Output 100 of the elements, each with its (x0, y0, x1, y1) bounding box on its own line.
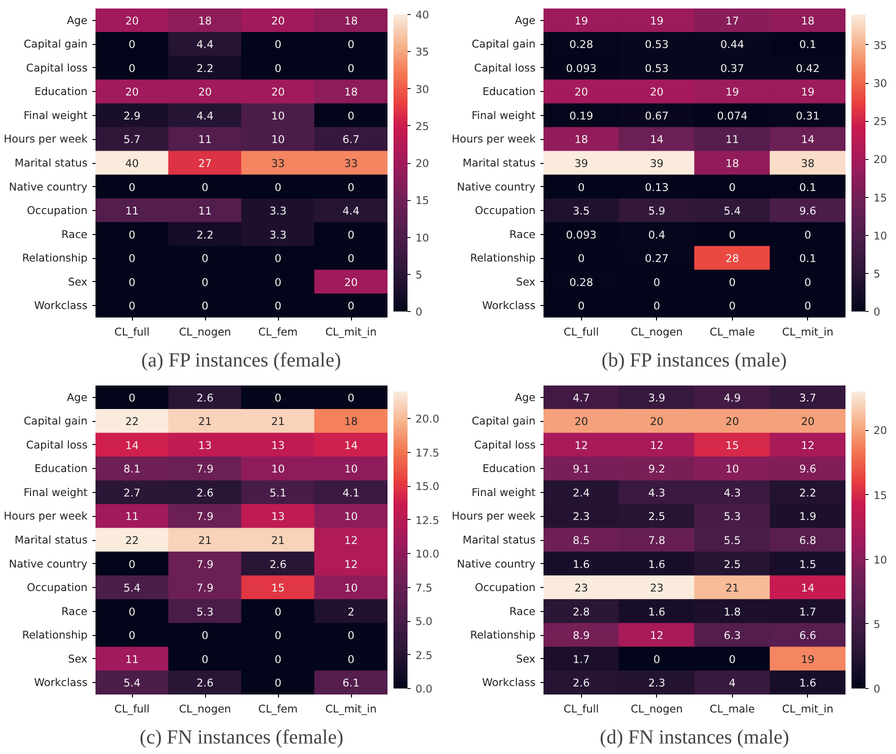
data-label: 0 (728, 228, 736, 242)
data-label: 19 (725, 86, 740, 99)
y-tick-label: Workclass (482, 299, 536, 312)
data-label: 4.1 (342, 486, 360, 500)
y-tick-label: Education (482, 462, 536, 476)
data-label: 0.53 (644, 62, 669, 75)
data-label: 10 (344, 510, 358, 524)
data-label: 4.7 (572, 391, 590, 404)
data-label: 5.7 (124, 133, 140, 146)
data-label: 0 (728, 180, 736, 194)
data-label: 0 (348, 300, 355, 313)
data-label: 3.7 (799, 391, 816, 404)
data-label: 1.9 (799, 510, 816, 524)
data-label: 14 (650, 133, 664, 146)
data-label: 0 (653, 276, 660, 289)
data-label: 0 (804, 228, 812, 242)
data-label: 33 (344, 157, 358, 170)
y-tick-label: Capital gain (472, 38, 536, 51)
data-label: 4 (728, 676, 736, 690)
y-tick-label: Hours per week (452, 132, 536, 146)
data-label: 14 (125, 438, 139, 452)
data-label: 1.6 (648, 558, 666, 571)
data-label: 12 (574, 438, 588, 452)
x-tick-label: CL_male (710, 702, 755, 716)
data-label: 0.37 (720, 62, 744, 75)
y-tick-label: Age (66, 390, 88, 404)
y-tick-label: Final weight (472, 108, 536, 122)
color-bar-label: 10 (874, 229, 888, 242)
data-label: 0 (274, 629, 282, 642)
color-bar-label: 12.5 (416, 514, 440, 527)
data-label: 11 (198, 133, 212, 146)
x-tick-label: CL_nogen (630, 702, 683, 716)
color-bar-label: 10 (416, 231, 430, 244)
data-label: 10 (271, 109, 285, 122)
y-tick-label: Marital status (462, 534, 536, 546)
color-bar-label: 25 (416, 120, 430, 133)
color-bar-label: 20 (416, 157, 430, 170)
data-label: 0 (274, 605, 282, 618)
color-bar-label: 15.0 (416, 480, 440, 493)
data-label: 12 (650, 629, 664, 642)
data-label: 0 (274, 180, 282, 194)
data-label: 2.5 (648, 510, 666, 524)
data-label: 11 (125, 652, 139, 666)
color-bar-label: 5 (416, 268, 422, 282)
y-tick-label: Occupation (474, 204, 536, 218)
x-tick-label: CL_full (564, 702, 599, 716)
data-label: 4.3 (648, 486, 666, 500)
x-tick-label: CL_fem (258, 702, 298, 716)
data-label: 11 (198, 204, 212, 218)
data-label: 0 (804, 276, 812, 289)
data-label: 0.28 (569, 38, 594, 52)
data-label: 6.3 (724, 629, 741, 642)
data-label: 13 (271, 438, 285, 452)
data-label: 0.42 (796, 62, 820, 75)
y-tick-label: Workclass (34, 299, 88, 312)
data-label: 18 (344, 86, 358, 99)
y-tick-label: Capital gain (472, 414, 536, 428)
data-label: 21 (198, 534, 212, 547)
data-label: 9.2 (648, 462, 666, 476)
data-label: 19 (800, 86, 815, 99)
data-label: 0.093 (566, 228, 597, 242)
data-label: 0 (348, 38, 355, 52)
color-bar-label: 20.0 (416, 412, 440, 426)
text: (c) FN instances (female) (140, 726, 344, 748)
data-label: 0 (728, 300, 736, 313)
x-tick-label: CL_full (564, 326, 599, 338)
data-label: 11 (725, 133, 740, 146)
data-label: 0 (274, 276, 282, 289)
data-label: 0 (128, 180, 136, 194)
data-label: 0.53 (644, 38, 669, 52)
data-label: 0.4 (648, 228, 666, 242)
data-label: 7.9 (196, 462, 214, 476)
data-label: 0.28 (569, 276, 594, 289)
data-label: 0 (128, 62, 136, 75)
data-label: 0.67 (644, 109, 669, 122)
data-label: 19 (574, 14, 588, 28)
data-label: 20 (725, 415, 740, 428)
data-label: 20 (574, 86, 588, 99)
data-label: 23 (650, 582, 664, 595)
y-tick-label: Education (34, 462, 88, 476)
y-tick-label: Native country (8, 557, 88, 570)
data-label: 14 (800, 582, 815, 595)
data-label: 12 (344, 558, 358, 571)
data-label: 0 (653, 652, 660, 666)
data-label: 5.3 (724, 510, 741, 524)
data-label: 5.4 (724, 204, 741, 218)
data-label: 11 (125, 510, 139, 524)
y-tick-label: Age (514, 390, 536, 404)
data-label: 0 (348, 652, 355, 666)
x-tick-label: CL_nogen (178, 702, 232, 716)
x-tick-label: CL_male (710, 326, 755, 338)
data-label: 0 (128, 276, 136, 289)
x-tick-label: CL_full (114, 326, 150, 338)
y-tick-label: Native country (456, 180, 536, 194)
x-tick-label: CL_nogen (630, 326, 683, 338)
data-label: 0 (728, 276, 736, 289)
y-tick-label: Capital gain (24, 414, 88, 428)
data-label: 40 (125, 157, 139, 170)
data-label: 21 (271, 415, 285, 428)
data-label: 21 (198, 415, 212, 428)
